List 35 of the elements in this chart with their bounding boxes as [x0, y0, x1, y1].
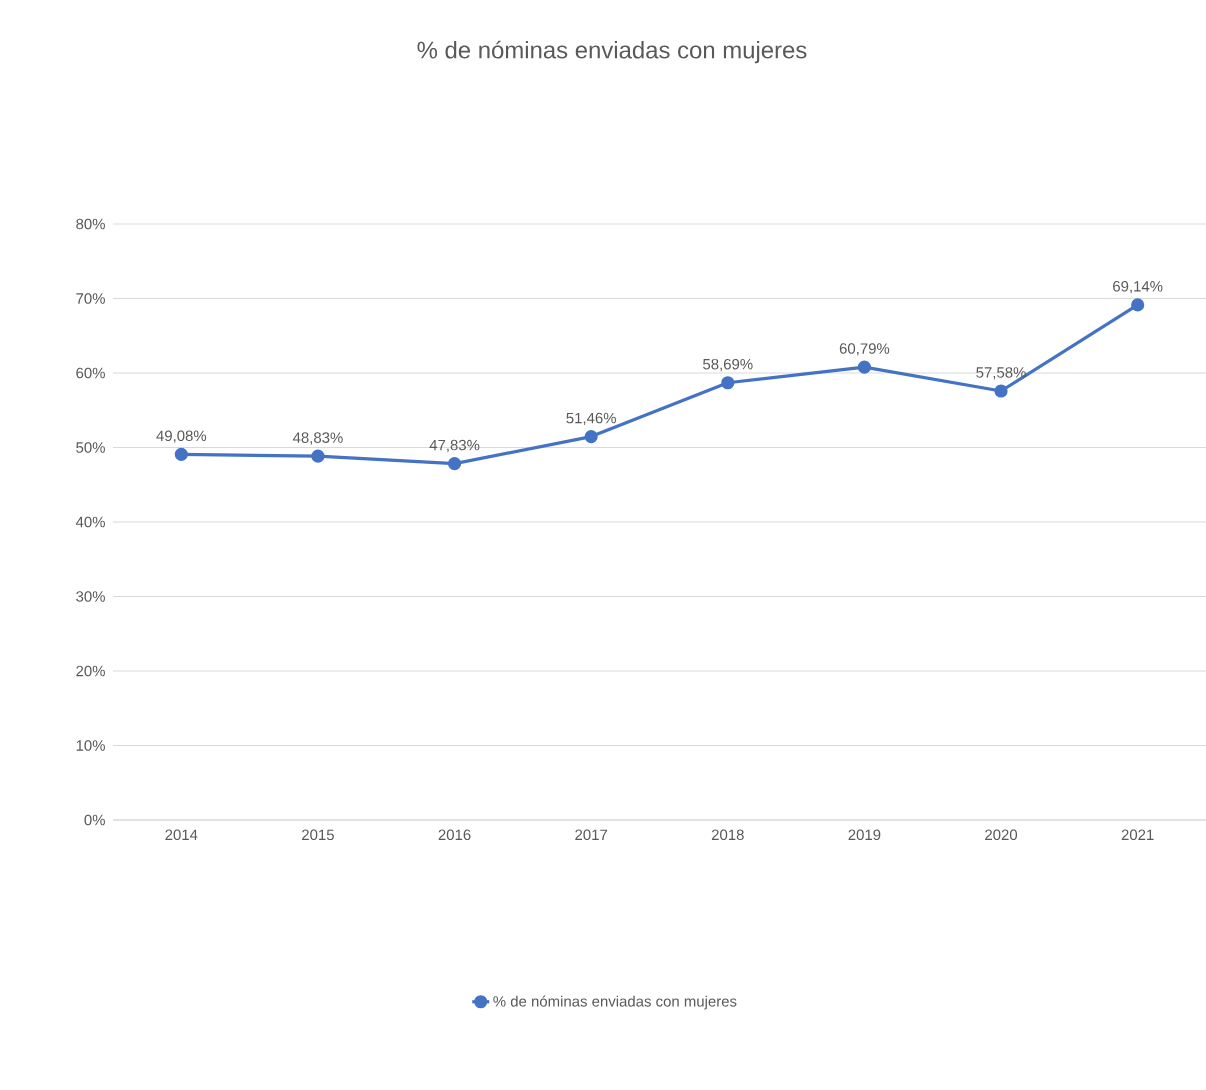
y-tick-label: 50%	[76, 442, 105, 453]
legend-label: % de nóminas enviadas con mujeres	[493, 995, 737, 1010]
y-tick-label: 20%	[76, 665, 105, 677]
point	[1131, 298, 1145, 312]
y-tick-label: 40%	[75, 516, 105, 528]
point	[994, 384, 1008, 398]
x-tick-label: 2014	[165, 829, 198, 841]
chart-title: % de nóminas enviadas con mujeres	[417, 40, 807, 64]
point	[174, 447, 188, 461]
point	[721, 376, 735, 390]
data-label: 49,08%	[156, 430, 207, 443]
y-tick-label: 60%	[76, 367, 105, 379]
point	[447, 457, 462, 471]
y-tick-label: 30%	[76, 591, 105, 602]
y-tick-label: 70%	[76, 293, 105, 304]
data-label: 47,83%	[429, 439, 480, 453]
x-tick-label: 2015	[302, 829, 334, 841]
data-label: 51,46%	[566, 412, 616, 426]
x-tick-label: 2018	[711, 829, 744, 841]
x-tick-label: 2021	[1121, 829, 1154, 841]
data-label: 58,69%	[703, 358, 753, 372]
point	[584, 430, 598, 444]
x-tick-label: 2019	[848, 829, 881, 841]
y-tick-label: 80%	[76, 218, 105, 230]
x-tick-label: 2020	[985, 829, 1018, 841]
y-tick-label: 0%	[84, 814, 105, 826]
data-label: 57,58%	[976, 367, 1026, 380]
data-label: 69,14%	[1113, 281, 1163, 294]
point	[857, 360, 872, 374]
y-tick-label: 10%	[76, 740, 105, 751]
x-tick-label: 2017	[575, 829, 608, 841]
data-label: 60,79%	[839, 343, 890, 356]
x-tick-label: 2016	[438, 829, 471, 841]
data-label: 48,83%	[292, 432, 343, 445]
point	[311, 449, 325, 463]
